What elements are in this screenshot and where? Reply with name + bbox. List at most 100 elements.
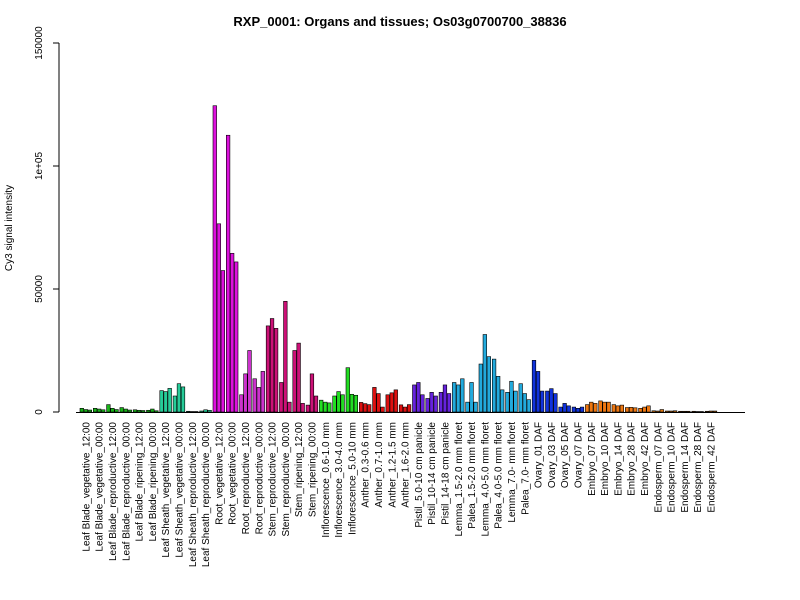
bar [83,409,88,413]
bar [358,402,364,413]
bar [672,410,678,413]
bar [571,406,576,413]
bar [708,410,714,413]
bar [668,410,674,413]
bar [207,409,212,413]
bar [172,395,178,413]
bar [589,401,594,413]
x-category-label: Stem_reproductive_00:00 [281,422,292,537]
bar [180,386,186,413]
bar [615,405,620,413]
bar [545,390,550,413]
bar [93,408,98,413]
bar [97,408,102,413]
bar [380,406,385,413]
x-category-label: Root_vegetative_00:00 [228,422,239,525]
bar [226,134,231,413]
bar [159,390,164,413]
x-category-label: Ovary_03 DAF [547,422,558,488]
x-category-label: Pistil_10-14 cm panicle [427,422,438,525]
x-category-label: Leaf Blade_ripening_00:00 [148,422,159,542]
bar [199,410,204,413]
bar [482,334,487,413]
bars [79,105,718,413]
bar [372,387,377,413]
bar [247,350,252,413]
bar [619,404,624,413]
bar [433,395,438,413]
bar [194,411,199,413]
chart-title: RXP_0001: Organs and tissues; Os03g07007… [233,14,566,29]
x-category-label: Leaf Sheath_reproductive_12:00 [188,422,199,568]
bar [598,400,603,413]
bar [349,393,354,413]
bar [234,261,239,413]
bar [491,358,497,413]
bar [562,403,567,413]
bar [442,384,448,413]
x-category-label: Endosperm_07 DAF [653,422,664,513]
x-category-label: Root_reproductive_00:00 [254,422,265,535]
x-category-label: Inflorescence_3.0-4.0 mm [334,422,345,538]
bar [695,411,700,413]
bar [186,410,191,413]
bar [239,394,244,413]
x-category-label: Endosperm_28 DAF [693,422,704,513]
bar [535,371,541,413]
bar [230,253,235,413]
x-category-label: Root_vegetative_12:00 [214,422,225,525]
bar [309,373,315,413]
bar [305,404,311,413]
bar [460,378,465,413]
x-category-label: Pistil_5.0-10 cm panicle [414,422,425,528]
bar [624,407,630,413]
bar [87,409,92,413]
bar [686,410,691,413]
bar [465,401,470,413]
bar [336,391,341,413]
bar [101,409,106,413]
bar [273,328,279,413]
bar [114,409,119,413]
x-category-label: Embryo_28 DAF [627,422,638,496]
bar [167,388,172,413]
x-category-label: Stem_ripening_12:00 [294,422,305,518]
bar [478,363,483,413]
bar [283,300,288,413]
y-tick-label: 150000 [34,26,45,60]
bar [150,408,155,413]
bar [704,410,709,413]
bar [420,394,425,413]
x-category-label: Embryo_14 DAF [613,422,624,496]
x-category-label: Lemma_4.0-5.0 mm floret [480,422,491,537]
x-category-label: Lemma_7.0- mm floret [507,422,518,523]
bar [699,411,704,413]
bar [553,393,558,413]
bar [496,376,501,413]
bar [513,390,518,413]
bar [531,360,537,413]
bar [526,399,531,413]
bar [300,403,305,413]
x-category-label: Palea_7.0- mm floret [520,422,531,515]
bar [575,408,581,413]
bar [265,325,271,413]
bar [327,402,332,413]
bar [146,409,151,413]
x-category-label: Pistil_14-18 cm panicle [440,422,451,525]
bar [269,318,275,413]
bar [110,408,115,413]
bar [406,404,412,413]
bar [243,373,248,413]
x-category-label: Leaf Blade_vegetative_12:00 [81,422,92,552]
bar [549,388,554,413]
bar [332,395,337,413]
bar [398,404,404,413]
bar [664,410,670,413]
category-labels: Leaf Blade_vegetative_12:00 Leaf Blade_ve… [81,422,717,568]
bar [500,389,505,413]
bar [154,410,159,413]
bar [691,410,696,413]
x-category-label: Leaf Sheath_vegetative_00:00 [174,422,185,558]
bar [473,401,478,413]
